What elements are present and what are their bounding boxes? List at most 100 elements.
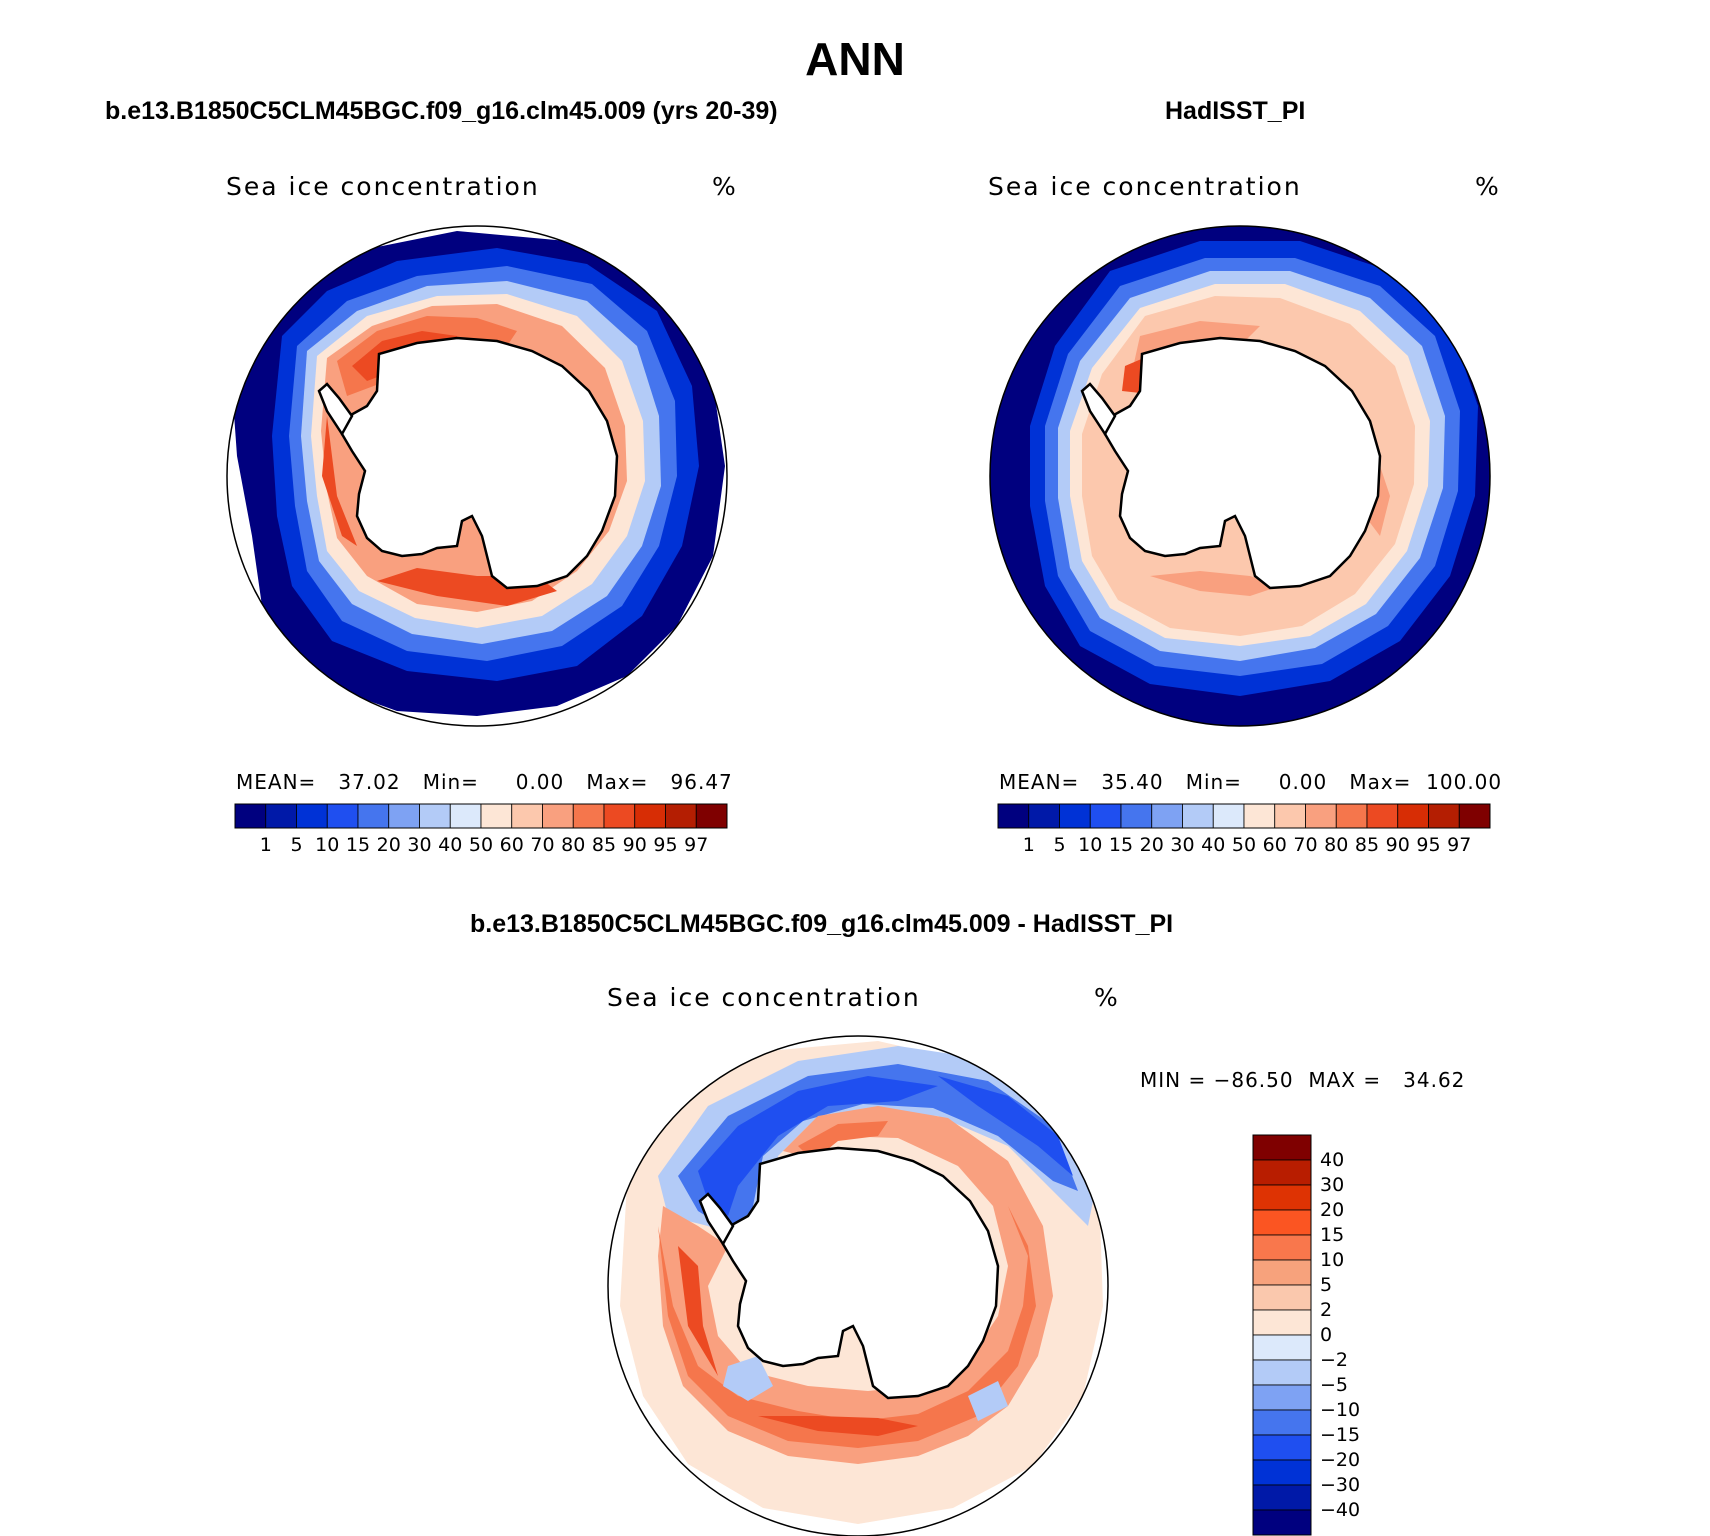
colorbar-tick-label: 20 [1320,1199,1345,1221]
colorbar-tick-label: 0 [1320,1324,1333,1346]
colorbar-box [511,803,543,829]
colorbar-box [665,803,697,829]
colorbar-box [1252,1484,1312,1511]
colorbar-tick-label: 80 [561,834,586,856]
colorbar-box [388,803,420,829]
colorbar-box [1212,803,1245,829]
colorbar-tick-label: 85 [1354,834,1380,856]
colorbar-box [265,803,297,829]
colorbar-tick-label: 10 [1320,1249,1345,1271]
colorbar-box [1366,803,1399,829]
colorbar-box [449,803,482,829]
panel3-colorbar [1252,1134,1312,1536]
colorbar-tick-label: 30 [407,834,432,856]
panel1-variable-label: Sea ice concentration [226,172,540,201]
colorbar-tick-label: 1 [1022,834,1035,856]
colorbar-box [1120,803,1153,829]
colorbar-tick-label: 50 [468,834,494,856]
colorbar-box [234,803,267,829]
colorbar-box [1252,1134,1312,1161]
colorbar-tick-label: 15 [1320,1224,1345,1246]
colorbar-box [1252,1359,1312,1386]
panel1-polar-map [226,225,728,727]
panel1-colorbar [234,803,728,829]
colorbar-box [1305,803,1337,829]
colorbar-box [1252,1284,1312,1311]
colorbar-tick-label: 95 [1416,834,1441,856]
colorbar-box [357,803,390,829]
colorbar-tick-label: 97 [1447,834,1472,856]
colorbar-tick-label: 10 [315,834,340,856]
panel1-case-title: b.e13.B1850C5CLM45BGC.f09_g16.clm45.009 … [105,97,778,125]
colorbar-tick-label: −15 [1320,1424,1361,1446]
colorbar-box [419,803,451,829]
colorbar-box [1182,803,1214,829]
colorbar-tick-label: 5 [1320,1274,1333,1296]
panel2-variable-label: Sea ice concentration [988,172,1302,201]
colorbar-tick-label: 2 [1320,1299,1333,1321]
colorbar-tick-label: 40 [1320,1149,1345,1171]
panel1-units-label: % [712,172,738,201]
colorbar-box [296,803,328,829]
colorbar-box [1252,1309,1312,1336]
colorbar-box [1458,803,1491,829]
colorbar-box [1252,1259,1312,1286]
colorbar-box [1252,1234,1312,1261]
figure-title: ANN [805,33,905,85]
colorbar-tick-label: −30 [1320,1474,1361,1496]
panel3-case-title: b.e13.B1850C5CLM45BGC.f09_g16.clm45.009 … [470,910,1174,938]
colorbar-box [1252,1159,1312,1186]
colorbar-tick-label: 80 [1324,834,1349,856]
panel3-stats: MIN = −86.50 MAX = 34.62 [1140,1068,1466,1092]
colorbar-box [1274,803,1306,829]
colorbar-box [1243,803,1276,829]
panel2-case-title: HadISST_PI [1165,97,1306,125]
colorbar-box [1028,803,1060,829]
colorbar-tick-label: −5 [1320,1374,1349,1396]
colorbar-tick-label: −2 [1320,1349,1349,1371]
colorbar-box [1252,1459,1312,1486]
colorbar-tick-label: 5 [1053,834,1066,856]
colorbar-tick-label: 15 [345,834,371,856]
colorbar-tick-label: 90 [1385,834,1410,856]
colorbar-box [695,803,728,829]
panel2-units-label: % [1475,172,1501,201]
colorbar-box [1252,1509,1312,1536]
panel3-polar-map [607,1035,1109,1536]
colorbar-box [1252,1384,1312,1411]
panel1-stats: MEAN= 37.02 Min= 0.00 Max= 96.47 [236,770,733,794]
panel2-colorbar [997,803,1491,829]
colorbar-tick-label: 10 [1078,834,1103,856]
colorbar-tick-label: 40 [1201,834,1226,856]
colorbar-box [1252,1184,1312,1211]
colorbar-tick-label: 70 [1293,834,1318,856]
colorbar-tick-label: 50 [1231,834,1257,856]
colorbar-box [1151,803,1183,829]
colorbar-box [1059,803,1091,829]
colorbar-box [480,803,513,829]
colorbar-tick-label: 70 [530,834,555,856]
colorbar-box [1335,803,1368,829]
colorbar-tick-label: 60 [1262,834,1287,856]
colorbar-tick-label: −40 [1320,1499,1361,1521]
colorbar-tick-label: 20 [1139,834,1164,856]
colorbar-tick-label: 85 [591,834,617,856]
panel3-units-label: % [1094,983,1120,1012]
panel2-polar-map [989,225,1491,727]
colorbar-tick-label: 30 [1170,834,1195,856]
panel3-variable-label: Sea ice concentration [607,983,921,1012]
colorbar-box [634,803,666,829]
colorbar-box [1428,803,1460,829]
colorbar-box [572,803,605,829]
colorbar-tick-label: 40 [438,834,463,856]
colorbar-tick-label: 5 [290,834,303,856]
colorbar-box [1252,1334,1312,1361]
colorbar-box [1397,803,1429,829]
colorbar-tick-label: 30 [1320,1174,1345,1196]
colorbar-box [997,803,1030,829]
colorbar-tick-label: 20 [376,834,401,856]
colorbar-tick-label: 15 [1108,834,1134,856]
colorbar-box [1089,803,1122,829]
colorbar-box [542,803,574,829]
colorbar-tick-label: 90 [622,834,647,856]
